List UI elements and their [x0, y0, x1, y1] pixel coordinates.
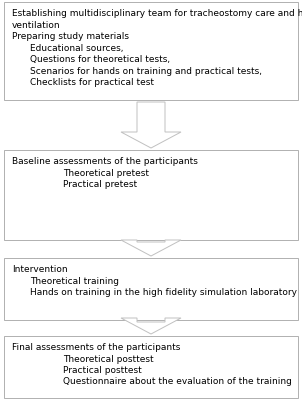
Text: Preparing study materials: Preparing study materials	[12, 32, 129, 41]
Text: Checklists for practical test: Checklists for practical test	[30, 78, 154, 87]
Text: Questions for theoretical tests,: Questions for theoretical tests,	[30, 55, 170, 64]
Text: Theoretical pretest: Theoretical pretest	[63, 168, 149, 178]
Polygon shape	[121, 102, 181, 148]
Bar	[4, 336, 298, 398]
Text: Practical pretest: Practical pretest	[63, 180, 137, 189]
Text: Theoretical posttest: Theoretical posttest	[63, 354, 154, 364]
Polygon shape	[121, 240, 181, 256]
Text: Final assessments of the participants: Final assessments of the participants	[12, 343, 180, 352]
Bar	[4, 258, 298, 320]
Text: Intervention: Intervention	[12, 265, 68, 274]
Text: Questionnaire about the evaluation of the training: Questionnaire about the evaluation of th…	[63, 378, 292, 386]
Text: ventilation: ventilation	[12, 20, 61, 30]
Text: Establishing multidisciplinary team for tracheostomy care and home: Establishing multidisciplinary team for …	[12, 9, 302, 18]
Text: Educational sources,: Educational sources,	[30, 44, 124, 52]
Text: Theoretical training: Theoretical training	[30, 276, 119, 286]
Polygon shape	[121, 318, 181, 334]
Bar	[4, 2, 298, 100]
Text: Baseline assessments of the participants: Baseline assessments of the participants	[12, 157, 198, 166]
Text: Hands on training in the high fidelity simulation laboratory: Hands on training in the high fidelity s…	[30, 288, 297, 297]
Text: Scenarios for hands on training and practical tests,: Scenarios for hands on training and prac…	[30, 66, 262, 76]
Bar	[4, 150, 298, 240]
Text: Practical posttest: Practical posttest	[63, 366, 142, 375]
